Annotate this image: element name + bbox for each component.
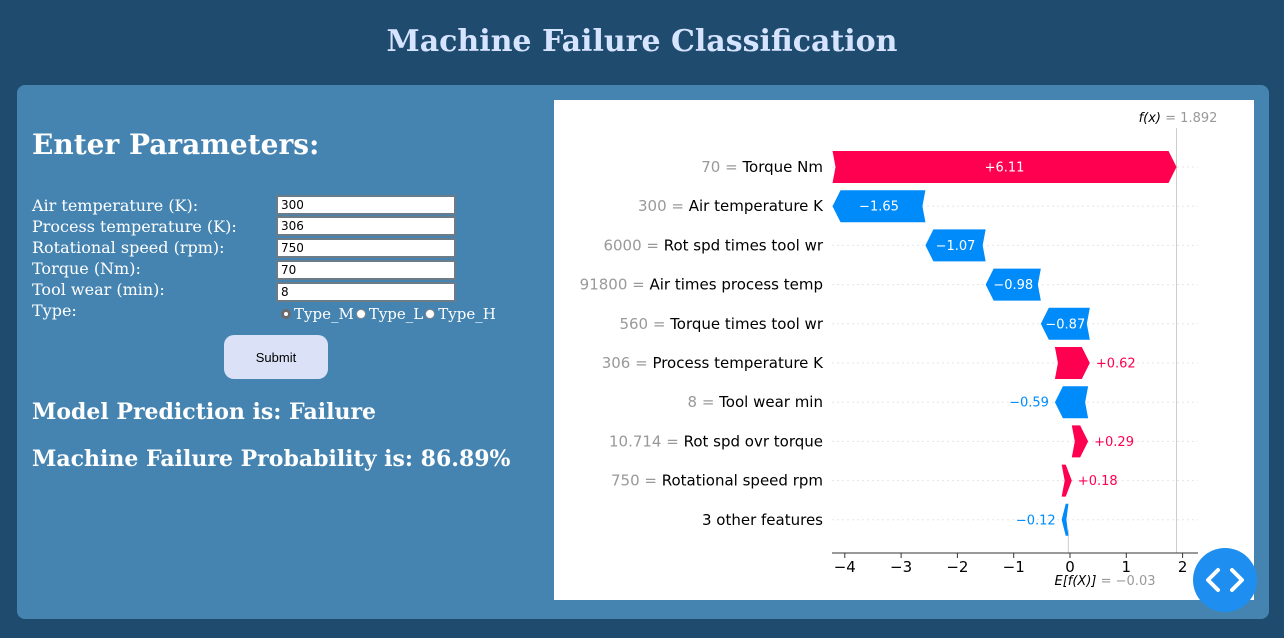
shap-waterfall-svg: +6.11 70 = Torque Nm −1.65 300 = Air temper…: [580, 111, 1218, 589]
feature-name: Tool wear min: [718, 393, 823, 411]
code-view-button[interactable]: [1193, 548, 1257, 612]
feature-label: 306 = Process temperature K: [602, 354, 824, 372]
radio-type-h-dot[interactable]: [425, 309, 436, 319]
feature-label: 10.714 = Rot spd ovr torque: [609, 432, 823, 450]
feature-value: 750 =: [611, 472, 662, 490]
feature-value: 560 =: [619, 315, 670, 333]
code-icon: [1206, 568, 1244, 592]
feature-label: 91800 = Air times process temp: [580, 276, 823, 294]
radio-type-l[interactable]: Type_L: [355, 305, 424, 323]
feature-label: 8 = Tool wear min: [688, 393, 823, 411]
feature-name: Torque Nm: [741, 158, 823, 176]
feature-label: 70 = Torque Nm: [701, 158, 823, 176]
waterfall-bar: [832, 151, 1177, 183]
x-tick-label: −3: [890, 558, 912, 576]
submit-button[interactable]: Submit: [224, 335, 328, 379]
feature-label: 750 = Rotational speed rpm: [611, 472, 823, 490]
air-temperature-label: Air temperature (K):: [32, 196, 199, 215]
x-tick-label: 2: [1178, 558, 1188, 576]
waterfall-bar: [1040, 307, 1090, 340]
tool-wear-input[interactable]: [276, 282, 456, 302]
waterfall-bar: [1054, 347, 1090, 379]
model-prediction-text: Model Prediction is: Failure: [32, 399, 377, 425]
feature-label: 3 other features: [702, 511, 823, 529]
contribution-label: +0.18: [1078, 474, 1118, 489]
contribution-label: −1.65: [859, 200, 899, 215]
waterfall-bar: [832, 190, 926, 223]
torque-label: Torque (Nm):: [32, 259, 141, 278]
feature-name: 3 other features: [702, 511, 823, 529]
feature-value: 306 =: [602, 354, 653, 372]
contribution-label: −0.12: [1016, 513, 1056, 528]
tool-wear-label: Tool wear (min):: [32, 280, 165, 299]
radio-type-h-label: Type_H: [438, 305, 496, 323]
feature-name: Process temperature K: [652, 354, 824, 372]
feature-name: Rot spd ovr torque: [684, 432, 823, 450]
radio-type-m-dot[interactable]: [281, 309, 291, 319]
radio-type-l-label: Type_L: [368, 305, 424, 323]
efx-label: E[f(X)] = −0.03: [1055, 574, 1156, 589]
feature-label: 6000 = Rot spd times tool wr: [603, 236, 823, 254]
feature-value: 91800 =: [580, 276, 650, 294]
rotational-speed-input[interactable]: [276, 238, 456, 258]
fx-symbol: f(x): [1139, 111, 1161, 126]
contribution-label: +0.29: [1094, 435, 1134, 450]
efx-symbol: E[f(X)]: [1055, 574, 1097, 589]
efx-value: = −0.03: [1096, 574, 1155, 589]
x-tick-label: 0: [1065, 558, 1075, 576]
contribution-label: −0.59: [1009, 396, 1049, 411]
radio-type-m[interactable]: Type_M: [281, 305, 354, 323]
feature-name: Air temperature K: [689, 197, 824, 215]
waterfall-bar: [925, 229, 986, 262]
waterfall-bar: [1054, 386, 1089, 419]
contribution-label: +6.11: [985, 161, 1025, 176]
radio-type-h[interactable]: Type_H: [425, 305, 496, 323]
feature-label: 560 = Torque times tool wr: [619, 315, 823, 333]
radio-type-l-dot[interactable]: [355, 309, 366, 319]
page-title: Machine Failure Classification: [386, 24, 898, 59]
feature-value: 10.714 =: [609, 432, 684, 450]
main-panel: Enter Parameters: Air temperature (K): P…: [17, 85, 1269, 619]
feature-label: 300 = Air temperature K: [638, 197, 824, 215]
torque-input[interactable]: [276, 260, 456, 280]
contribution-label: −1.07: [936, 239, 976, 254]
waterfall-bar: [985, 268, 1041, 301]
contribution-label: −0.98: [993, 278, 1033, 293]
feature-value: 6000 =: [603, 236, 663, 254]
type-radio-group: Type_M Type_L Type_H: [281, 305, 498, 323]
fx-value: = 1.892: [1161, 111, 1217, 126]
waterfall-bar: [1061, 464, 1072, 497]
feature-name: Torque times tool wr: [669, 315, 824, 333]
process-temperature-input[interactable]: [276, 216, 456, 236]
feature-name: Rot spd times tool wr: [664, 236, 824, 254]
x-tick-label: −2: [946, 558, 968, 576]
radio-type-m-label: Type_M: [294, 305, 354, 323]
waterfall-bar: [1071, 425, 1089, 458]
air-temperature-input[interactable]: [276, 195, 456, 215]
contribution-label: +0.62: [1096, 357, 1136, 372]
fx-label: f(x) = 1.892: [1139, 111, 1218, 126]
x-tick-label: 1: [1122, 558, 1132, 576]
x-tick-label: −1: [1003, 558, 1025, 576]
rotational-speed-label: Rotational speed (rpm):: [32, 238, 225, 257]
failure-probability-text: Machine Failure Probability is: 86.89%: [32, 446, 511, 472]
process-temperature-label: Process temperature (K):: [32, 217, 237, 236]
form-heading: Enter Parameters:: [32, 128, 320, 161]
feature-value: 8 =: [688, 393, 720, 411]
feature-value: 300 =: [638, 197, 689, 215]
contribution-label: −0.87: [1045, 317, 1085, 332]
feature-name: Rotational speed rpm: [662, 472, 823, 490]
shap-waterfall-chart: +6.11 70 = Torque Nm −1.65 300 = Air temper…: [554, 100, 1254, 600]
waterfall-bar: [1061, 503, 1069, 536]
feature-name: Air times process temp: [650, 276, 824, 294]
feature-value: 70 =: [701, 158, 742, 176]
type-label: Type:: [32, 301, 77, 320]
x-tick-label: −4: [834, 558, 856, 576]
